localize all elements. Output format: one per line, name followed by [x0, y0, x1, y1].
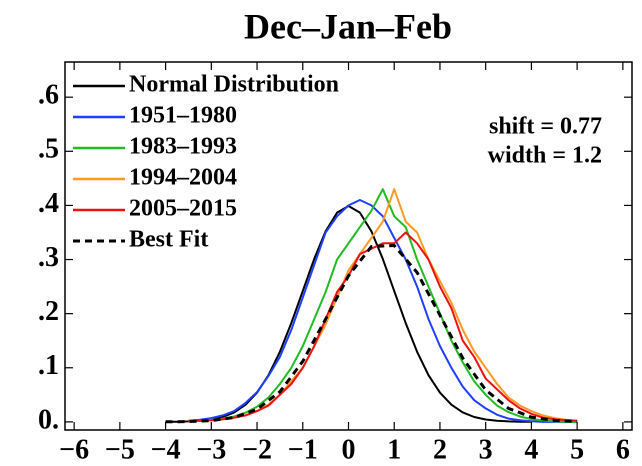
- plot-area: [165, 188, 578, 424]
- series-line: [165, 244, 578, 424]
- annotation: shift = 0.77: [489, 114, 602, 140]
- series-line: [188, 199, 578, 423]
- chart-title: Dec–Jan–Feb: [244, 6, 452, 46]
- x-tick-label: −6: [59, 434, 89, 465]
- x-tick-label: 5: [570, 434, 584, 465]
- y-tick-label: .6: [38, 80, 59, 111]
- legend-label: Best Fit: [129, 227, 208, 253]
- x-tick-label: 0: [342, 434, 356, 465]
- y-tick-label: .2: [38, 296, 59, 327]
- legend-label: 1994–2004: [129, 165, 237, 191]
- x-tick-label: −2: [242, 434, 272, 465]
- series-line: [188, 188, 578, 423]
- x-tick-label: 3: [479, 434, 493, 465]
- x-tick-label: 6: [616, 434, 630, 465]
- series-line: [165, 205, 532, 423]
- x-tick-label: −1: [288, 434, 318, 465]
- y-tick-label: .1: [38, 350, 59, 381]
- x-tick-label: 1: [387, 434, 401, 465]
- legend-label: 1983–1993: [129, 134, 237, 160]
- x-tick-label: −4: [151, 434, 181, 465]
- y-tick-label: 0.: [38, 404, 59, 435]
- series-line: [188, 231, 578, 423]
- legend-label: 1951–1980: [129, 103, 237, 129]
- x-tick-label: −5: [105, 434, 135, 465]
- x-tick-label: −3: [196, 434, 226, 465]
- series-line: [188, 188, 578, 423]
- y-tick-label: .4: [38, 188, 59, 219]
- legend-label: 2005–2015: [129, 196, 237, 222]
- annotation: width = 1.2: [488, 143, 602, 169]
- x-tick-label: 4: [524, 434, 538, 465]
- y-tick-label: .3: [38, 242, 59, 273]
- y-tick-label: .5: [38, 134, 59, 165]
- x-tick-label: 2: [433, 434, 447, 465]
- legend-label: Normal Distribution: [129, 72, 339, 98]
